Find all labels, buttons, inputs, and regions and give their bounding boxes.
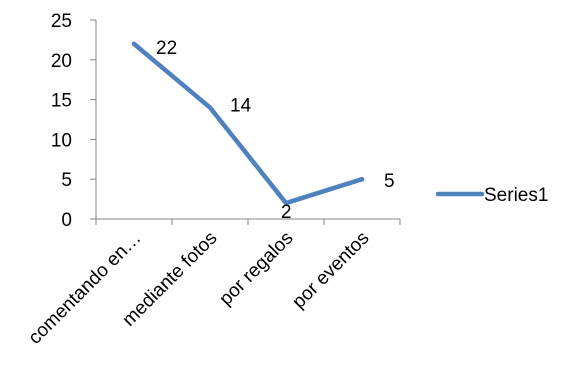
data-point bbox=[207, 105, 213, 110]
data-point bbox=[283, 200, 289, 206]
data-label: 5 bbox=[384, 171, 395, 192]
y-tick-label: 20 bbox=[51, 51, 72, 72]
x-tick-label: comentando en… bbox=[25, 228, 146, 349]
data-label: 14 bbox=[230, 96, 252, 117]
legend-label-series1: Series1 bbox=[484, 185, 548, 206]
x-tick-label: por regalos bbox=[215, 228, 297, 310]
data-point bbox=[359, 177, 365, 182]
series-line-series1 bbox=[131, 41, 365, 206]
y-tick-label: 5 bbox=[61, 170, 72, 191]
y-tick-label: 15 bbox=[51, 91, 72, 112]
x-tick-label: por eventos bbox=[288, 228, 373, 313]
data-point bbox=[131, 41, 137, 47]
y-tick-label: 10 bbox=[51, 130, 72, 151]
data-label: 22 bbox=[156, 38, 177, 59]
y-tick-label: 25 bbox=[51, 11, 72, 32]
y-tick-label: 0 bbox=[61, 210, 72, 231]
data-label: 2 bbox=[281, 202, 292, 223]
